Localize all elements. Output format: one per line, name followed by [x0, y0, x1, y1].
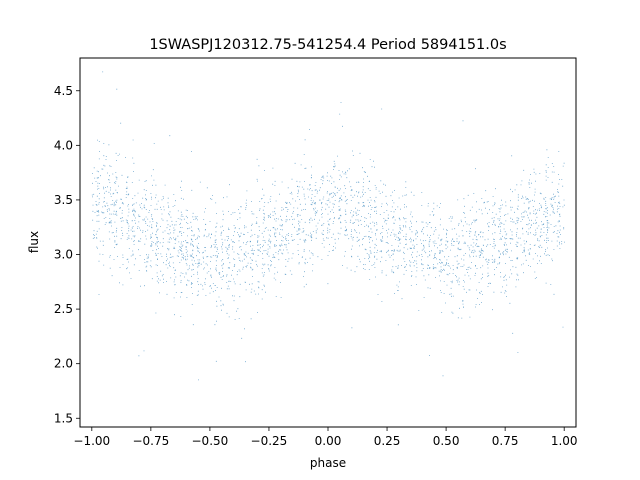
chart-title: 1SWASPJ120312.75-541254.4 Period 5894151… — [149, 37, 506, 53]
x-tick-label: 0.50 — [433, 434, 460, 448]
y-tick-label: 2.5 — [54, 302, 73, 316]
y-tick-label: 3.5 — [54, 193, 73, 207]
x-tick-label: −0.75 — [132, 434, 169, 448]
y-tick-label: 3.0 — [54, 248, 73, 262]
data-points — [91, 71, 565, 381]
x-tick-label: −0.25 — [251, 434, 288, 448]
x-axis-label: phase — [310, 456, 346, 470]
y-tick-label: 4.5 — [54, 84, 73, 98]
scatter-points — [91, 71, 565, 381]
y-tick-label: 4.0 — [54, 138, 73, 152]
y-axis-ticks: 1.5 2.0 2.5 3.0 3.5 4.0 4.5 — [54, 84, 80, 425]
x-tick-label: 0.25 — [374, 434, 401, 448]
y-tick-label: 2.0 — [54, 357, 73, 371]
x-tick-label: −1.00 — [73, 434, 110, 448]
x-tick-label: 0.00 — [315, 434, 342, 448]
y-axis-label: flux — [27, 231, 41, 253]
x-tick-label: 1.00 — [551, 434, 578, 448]
y-tick-label: 1.5 — [54, 411, 73, 425]
x-tick-label: 0.75 — [492, 434, 519, 448]
x-axis-ticks: −1.00 −0.75 −0.50 −0.25 0.00 0.25 0.50 0.75 1.00 — [73, 427, 578, 448]
x-tick-label: −0.50 — [192, 434, 229, 448]
